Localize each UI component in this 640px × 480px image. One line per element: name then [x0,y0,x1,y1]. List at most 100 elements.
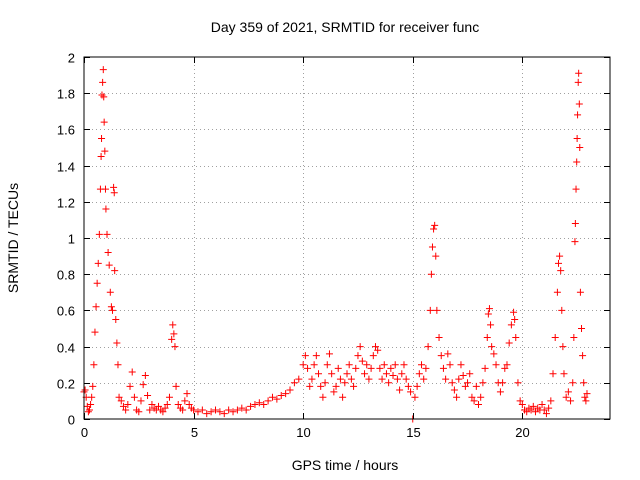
data-point [159,408,167,416]
data-point [98,134,106,142]
data-point [99,66,107,74]
data-point [179,406,187,414]
data-point [511,315,519,323]
data-point [321,379,329,387]
data-point [339,393,347,401]
data-point [575,100,583,108]
x-tick-label: 0 [81,425,88,440]
data-point [576,144,584,151]
data-point [481,364,489,372]
data-point [203,410,211,418]
data-point [328,370,336,378]
data-point [393,375,401,383]
data-point [574,111,582,119]
data-point [574,78,582,86]
data-point [564,388,572,396]
data-point [105,261,113,269]
data-point [501,364,509,372]
data-point [126,382,134,390]
data-point [225,406,233,414]
axis-ticks: 0 5 10 15 20 0 0.2 0.4 0.6 0.8 1 1.2 1.4 1.6 1.8 2 [57,51,610,440]
data-point [547,397,555,405]
data-point [479,379,487,387]
data-point [387,364,395,372]
data-point [198,406,206,414]
data-point [459,372,467,380]
data-point [472,382,480,390]
data-point [264,397,272,405]
data-point [402,375,410,383]
data-point [455,375,463,383]
data-point [487,321,495,329]
data-point [363,361,371,369]
data-point [442,375,450,383]
data-point [575,69,583,77]
data-point [352,364,360,372]
data-point [130,393,138,401]
data-point [260,401,268,409]
data-point [308,375,316,383]
data-point [369,352,377,360]
data-point [216,408,224,416]
data-point [464,379,472,387]
data-point [90,361,98,369]
data-point [580,379,588,387]
data-point [101,185,109,193]
y-tick-label: 2 [68,51,75,66]
data-point [484,310,492,318]
data-point [427,270,435,278]
data-point [103,230,111,238]
data-point [428,243,436,251]
data-point [144,391,152,399]
data-point [433,306,441,314]
data-point [415,370,423,378]
data-point [101,147,109,155]
data-point [124,401,132,409]
data-point [361,370,369,378]
data-point [98,91,106,99]
data-point [576,288,584,296]
y-axis-label: SRMTID / TECUs [5,183,21,293]
data-point [336,375,344,383]
data-point [496,388,504,396]
data-point [128,368,136,376]
data-point [450,386,458,394]
data-point [551,334,559,342]
data-point [439,364,447,372]
data-point [527,406,535,414]
data-point [181,397,189,405]
data-point [573,134,581,142]
data-point [378,375,386,383]
data-point [578,325,586,332]
data-point [583,390,591,398]
data-point [448,379,456,387]
data-point [290,379,298,387]
data-point [567,397,575,405]
data-point [365,375,373,383]
data-point [194,408,202,416]
data-point [556,252,564,260]
x-tick-label: 20 [515,425,529,440]
data-point [295,375,303,383]
data-point [332,382,340,390]
y-tick-label: 1.6 [57,123,75,138]
data-point [418,361,426,369]
data-point [135,408,143,416]
data-point [104,248,112,256]
data-point [165,393,173,401]
data-point [400,361,408,369]
y-tick-label: 0 [68,413,75,428]
chart-title: Day 359 of 2021, SRMTID for receiver fun… [211,19,479,35]
data-point [94,259,102,267]
data-point [407,388,415,396]
data-point [382,370,390,378]
grid-lines [84,57,610,419]
data-point [251,401,259,409]
data-point [85,406,93,414]
y-tick-label: 0.8 [57,268,75,283]
data-point [516,397,524,405]
data-point [437,352,445,360]
data-point [315,370,323,378]
data-point [582,397,590,405]
